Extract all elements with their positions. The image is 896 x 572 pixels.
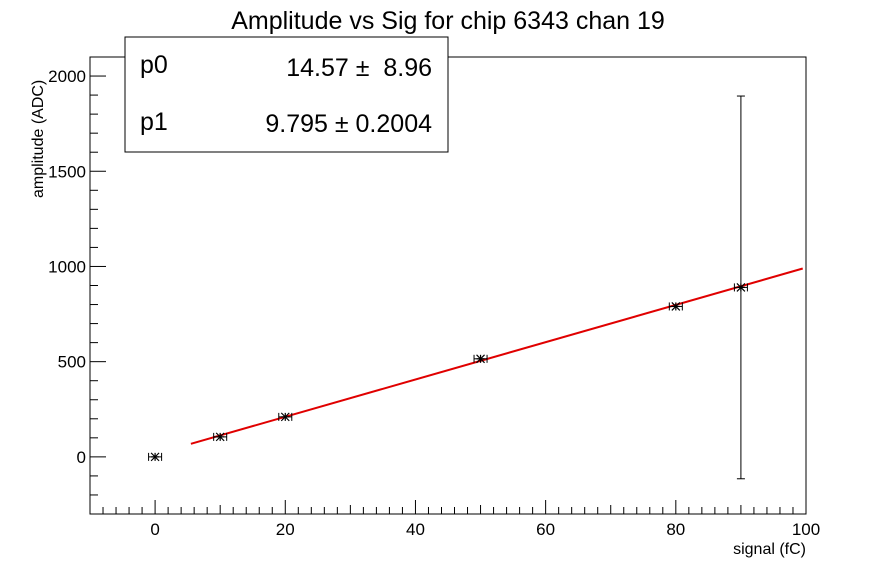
x-axis-label: signal (fC) bbox=[733, 541, 806, 558]
y-tick-label: 2000 bbox=[48, 67, 86, 86]
data-points bbox=[148, 95, 748, 480]
stats-box-frame bbox=[124, 36, 449, 153]
chart-title: Amplitude vs Sig for chip 6343 chan 19 bbox=[231, 7, 665, 35]
star-marker-stroke bbox=[476, 354, 485, 364]
stat-value-p0: 14.57 ± 8.96 bbox=[286, 54, 432, 82]
stats-box: p0 14.57 ± 8.96 p1 9.795 ± 0.2004 bbox=[124, 36, 449, 153]
star-marker-stroke bbox=[736, 282, 746, 292]
x-tick-label: 60 bbox=[536, 520, 555, 539]
data-point bbox=[213, 432, 228, 442]
stat-name-p1: p1 bbox=[140, 108, 168, 136]
star-marker-stroke bbox=[280, 412, 290, 422]
data-point bbox=[148, 452, 163, 462]
x-tick-label: 40 bbox=[406, 520, 425, 539]
fit-line bbox=[190, 267, 804, 445]
star-marker-stroke bbox=[150, 452, 160, 462]
data-point bbox=[733, 95, 748, 480]
x-tick-label: 80 bbox=[666, 520, 685, 539]
star-marker-stroke bbox=[671, 302, 681, 311]
y-tick-label: 0 bbox=[77, 448, 86, 467]
x-tick-label: 0 bbox=[150, 520, 159, 539]
data-point bbox=[278, 412, 293, 422]
y-axis: 0 500 1000 1500 2000 bbox=[48, 56, 106, 515]
y-tick-label: 1500 bbox=[48, 162, 86, 181]
y-axis-label: amplitude (ADC) bbox=[30, 80, 47, 198]
stat-value-p1: 9.795 ± 0.2004 bbox=[265, 110, 432, 138]
y-tick-label: 1000 bbox=[48, 257, 86, 276]
fit-line-layer bbox=[190, 267, 804, 445]
y-tick-label: 500 bbox=[58, 353, 86, 372]
x-axis: 0 20 40 60 80 100 bbox=[89, 500, 820, 539]
data-point bbox=[473, 354, 488, 364]
stat-name-p0: p0 bbox=[140, 51, 168, 79]
x-tick-label: 100 bbox=[792, 520, 820, 539]
x-tick-label: 20 bbox=[276, 520, 295, 539]
star-marker-stroke bbox=[215, 432, 225, 442]
data-point bbox=[668, 302, 683, 311]
